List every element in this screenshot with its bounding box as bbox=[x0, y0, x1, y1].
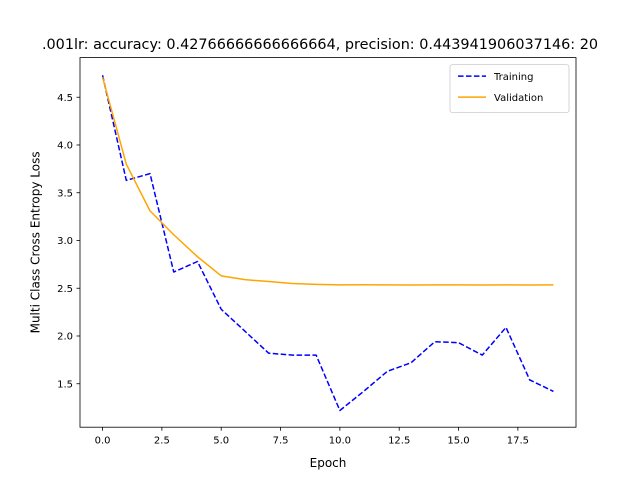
x-tick-label: 2.5 bbox=[154, 436, 170, 447]
y-tick-label: 4.0 bbox=[57, 141, 73, 152]
y-axis-label: Multi Class Cross Entropy Loss bbox=[29, 151, 43, 333]
series-line-validation bbox=[101, 76, 554, 286]
chart-title: .001lr: accuracy: 0.42766666666666664, p… bbox=[42, 37, 598, 53]
series-line-training bbox=[101, 75, 554, 412]
x-tick-label: 15.0 bbox=[447, 436, 469, 447]
legend-label-validation: Validation bbox=[494, 93, 543, 104]
legend: Training Validation bbox=[449, 64, 570, 113]
x-axis-label: Epoch bbox=[310, 456, 347, 470]
x-tick-label: 0.0 bbox=[95, 436, 111, 447]
y-tick-label: 2.5 bbox=[57, 284, 73, 295]
x-axis-ticks: 0.0 2.5 5.0 7.5 10.0 12.5 15.0 17.5 bbox=[95, 427, 529, 447]
y-tick-label: 1.5 bbox=[57, 379, 73, 390]
x-tick-label: 7.5 bbox=[273, 436, 289, 447]
x-tick-label: 5.0 bbox=[213, 436, 229, 447]
y-tick-label: 3.0 bbox=[57, 236, 73, 247]
y-tick-label: 3.5 bbox=[57, 188, 73, 199]
legend-label-training: Training bbox=[493, 72, 533, 83]
legend-box bbox=[449, 64, 570, 113]
axes-frame bbox=[79, 57, 577, 428]
y-tick-label: 4.5 bbox=[57, 93, 73, 104]
y-tick-label: 2.0 bbox=[57, 332, 73, 343]
y-axis-ticks: 1.5 2.0 2.5 3.0 3.5 4.0 4.5 bbox=[57, 93, 80, 390]
x-tick-label: 10.0 bbox=[329, 436, 351, 447]
x-tick-label: 12.5 bbox=[388, 436, 410, 447]
plot-area bbox=[101, 75, 554, 412]
x-tick-label: 17.5 bbox=[507, 436, 529, 447]
